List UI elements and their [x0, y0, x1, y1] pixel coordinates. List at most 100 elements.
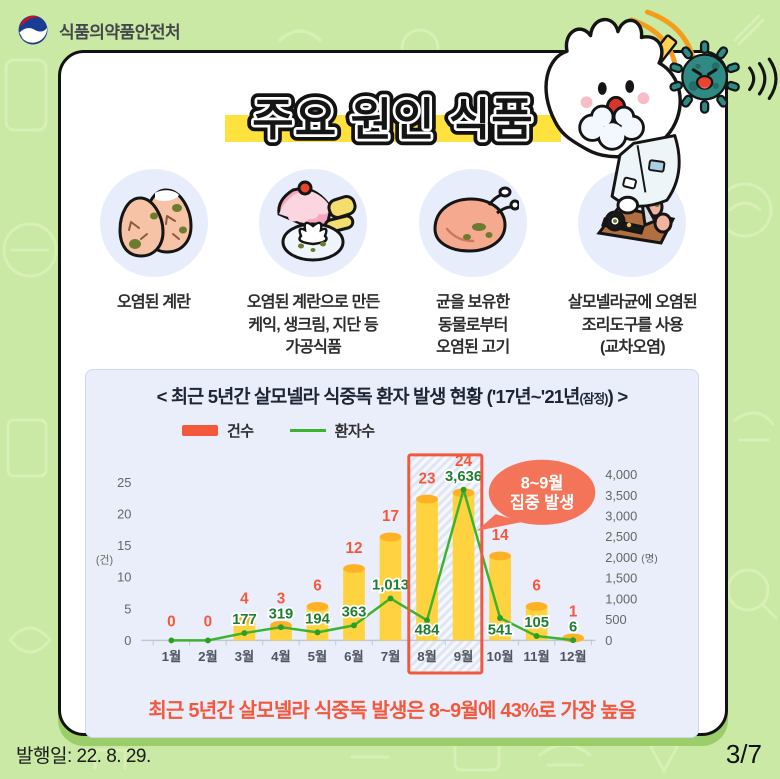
line-value-label: 541: [488, 622, 513, 638]
cause-item-processed-foods: 오염된 계란으로 만든 케익, 생크림, 지단 등 가공식품: [236, 169, 390, 360]
line-value-label: 319: [269, 606, 294, 622]
main-title: 주요 원인 식품 주요 원인 식품: [193, 75, 593, 158]
left-axis-tick: 10: [117, 570, 131, 585]
cause-circle: [418, 169, 527, 277]
month-label: 8월: [417, 648, 437, 664]
bar-top: [379, 532, 402, 542]
hatch-line: [438, 629, 483, 675]
contaminated-eggs-icon: [118, 188, 193, 258]
legend-bar-swatch: [182, 425, 218, 436]
bar-value-label: 0: [204, 614, 213, 631]
left-axis-tick: 5: [124, 601, 131, 616]
right-axis-tick: 0: [605, 633, 612, 648]
line-value-label: 3,636: [445, 469, 482, 485]
chart-panel: < 최근 5년간 살모넬라 식중독 환자 발생 현황 ('17년~'21년(잠정…: [85, 369, 699, 738]
line-dot: [424, 617, 431, 624]
main-title-outline: 주요 원인 식품: [252, 94, 533, 145]
chart-title-small: (잠정): [579, 392, 609, 406]
chart-legend: 건수 환자수: [182, 420, 698, 441]
bar-value-label: 6: [532, 578, 541, 595]
chart-title-prefix: < 최근 5년간 살모넬라 식중독 환자 발생 현황 ('17년~'21년: [156, 386, 581, 407]
legend-line-swatch: [289, 429, 326, 432]
bar-value-label: 1: [569, 603, 578, 620]
bar-value-label: 6: [313, 578, 322, 595]
highlight-bubble: [488, 459, 596, 525]
cause-caption: 오염된 계란: [116, 294, 191, 311]
line-dot: [570, 637, 577, 644]
line-dot: [387, 595, 394, 602]
month-label: 12월: [560, 648, 587, 664]
bar-top: [233, 614, 256, 624]
gov-header: 식품의약품안전처: [16, 13, 181, 47]
hatch-line: [407, 453, 455, 501]
month-label: 11월: [523, 648, 549, 664]
legend-label: 환자수: [334, 423, 375, 440]
bar: [452, 492, 475, 641]
right-axis-tick: 3,000: [605, 508, 637, 523]
chart-note: 최근 5년간 살모넬라 식중독 발생은 8~9월에 43%로 가장 높음: [148, 699, 636, 722]
chart-title-suffix: ) >: [607, 386, 629, 407]
highlight-box: [407, 453, 484, 675]
bar-value-label: 14: [492, 527, 509, 544]
line-value-label: 363: [342, 604, 367, 620]
cause-item-meat: 균을 보유한 동물로부터 오염된 고기: [396, 169, 550, 360]
bar: [525, 606, 548, 641]
right-axis-tick: 2,000 (명): [605, 550, 657, 565]
hatch-line: [464, 656, 483, 675]
line-dot: [314, 629, 321, 636]
bubble-text-line1: 8~9월: [521, 474, 564, 492]
month-label: 6월: [344, 648, 364, 664]
publish-date: 발행일: 22. 8. 29.: [16, 746, 151, 767]
cause-circle: [99, 169, 208, 277]
hand-mascot-icon: [544, 9, 697, 215]
line-dot: [351, 622, 357, 629]
right-axis-tick: 500: [605, 612, 626, 627]
patients-line: [171, 488, 574, 642]
line-dot: [533, 633, 540, 640]
hatch-line: [407, 453, 437, 483]
bar-value-label: 12: [345, 540, 362, 557]
bar-value-label: 24: [455, 453, 472, 470]
line-value-label: 194: [305, 611, 330, 627]
left-axis-tick: 25: [117, 475, 131, 490]
month-label: 7월: [381, 648, 401, 664]
cause-item-eggs: 오염된 계란: [77, 169, 231, 360]
month-label: 1월: [162, 648, 182, 664]
legend-item-cases: 건수: [182, 420, 254, 441]
right-axis-tick: 2,500: [605, 529, 637, 544]
line-dot: [497, 615, 504, 621]
bar-value-label: 23: [419, 470, 436, 487]
bubble-text-line2: 집중 발생: [510, 493, 574, 512]
line-dot: [277, 624, 284, 631]
bar-top: [306, 602, 329, 611]
left-axis-tick: 15: [117, 538, 131, 553]
hatch-line: [456, 647, 483, 675]
line-dot: [168, 637, 175, 644]
bar-value-label: 3: [277, 590, 286, 607]
bubble-tail: [476, 514, 523, 531]
line-value-label: 484: [415, 622, 440, 638]
line-dot: [460, 486, 467, 493]
hatch-line: [407, 453, 428, 474]
bar-top: [416, 494, 438, 504]
page-number: 3/7: [725, 739, 762, 769]
month-label: 10월: [487, 648, 514, 664]
legend-label: 건수: [227, 423, 254, 440]
line-dot: [204, 637, 211, 644]
main-title-text: 주요 원인 식품: [252, 94, 533, 145]
egg-processed-foods-icon: [277, 180, 357, 262]
bar-top: [525, 602, 548, 611]
hatch-line: [407, 453, 446, 492]
infographic-card: 주요 원인 식품 주요 원인 식품: [58, 50, 728, 738]
line-value-label: 177: [232, 612, 257, 628]
virus-icon: [669, 40, 778, 114]
month-label: 3월: [235, 648, 255, 664]
month-label: 4월: [271, 648, 291, 664]
left-axis-unit: (건): [96, 553, 113, 566]
bar: [379, 536, 402, 641]
right-axis-tick: 1,000: [605, 591, 637, 606]
bar-top: [343, 564, 365, 573]
chart-title: < 최근 5년간 살모넬라 식중독 환자 발생 현황 ('17년~'21년(잠정…: [86, 383, 698, 409]
line-value-label: 1,013: [372, 578, 409, 594]
